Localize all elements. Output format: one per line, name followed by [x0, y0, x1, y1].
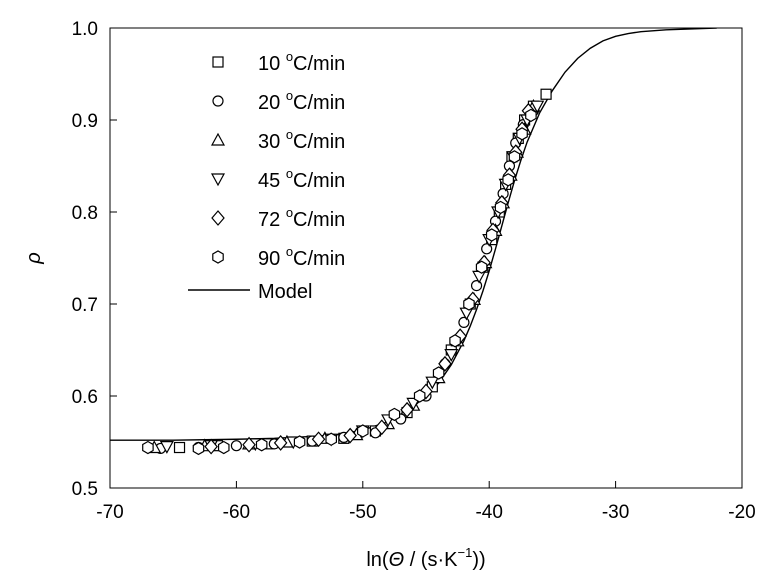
- data-point: [192, 441, 205, 456]
- data-point: [255, 438, 268, 452]
- data-point: [357, 424, 369, 438]
- x-tick-label: -30: [602, 502, 629, 523]
- legend-entry-10: 10 oC/min: [258, 49, 345, 75]
- data-point: [444, 349, 459, 362]
- legend-entry-20: 20 oC/min: [258, 88, 345, 114]
- data-point: [413, 389, 426, 403]
- data-point: [293, 435, 306, 449]
- y-tick-label: 0.9: [72, 111, 98, 132]
- legend-marker-20: [212, 95, 224, 107]
- data-point: [230, 440, 242, 452]
- series-72: [204, 102, 536, 455]
- data-point: [311, 431, 326, 448]
- data-point: [470, 280, 483, 292]
- data-point: [425, 376, 440, 390]
- legend-entry-90: 90 oC/min: [258, 244, 345, 270]
- data-point: [173, 441, 186, 454]
- legend-marker-72: [211, 210, 225, 226]
- plot-area: [109, 27, 743, 489]
- data-point: [481, 243, 493, 255]
- data-point: [204, 438, 218, 455]
- legend-entry-72: 72 oC/min: [258, 205, 345, 231]
- model-curve: [110, 28, 717, 441]
- legend: 10 oC/min 20 oC/min 30 oC/min 45 oC/min 72 o…: [188, 49, 345, 303]
- x-tick-label: -20: [728, 502, 755, 523]
- data-point: [273, 434, 288, 451]
- data-point: [406, 397, 421, 411]
- y-tick-label: 0.5: [72, 479, 98, 500]
- data-point: [438, 355, 452, 372]
- axis-tick-labels: -70 -60 -50 -40 -30 -20 0.5 0.6 0.7 0.8 0.9 1.0: [72, 19, 756, 523]
- legend-marker-90: [212, 250, 224, 264]
- legend-marker-45: [210, 173, 226, 187]
- data-point: [142, 440, 154, 455]
- data-point: [485, 228, 498, 242]
- series-10: [173, 88, 552, 454]
- y-axis-title: ρ: [23, 252, 45, 264]
- data-point: [516, 127, 528, 141]
- data-point: [400, 401, 414, 418]
- data-point: [432, 366, 445, 380]
- x-tick-label: -60: [223, 502, 250, 523]
- legend-entry-30: 30 oC/min: [258, 127, 345, 153]
- data-point: [494, 200, 507, 215]
- data-point: [343, 427, 357, 444]
- x-axis-title: ln(Θ / (s·K−1)): [366, 545, 485, 571]
- axis-ticks: [109, 27, 743, 489]
- data-point: [374, 419, 389, 436]
- data-point: [325, 432, 337, 446]
- data-point: [525, 108, 537, 123]
- data-point: [449, 334, 461, 348]
- legend-entry-45: 45 oC/min: [258, 166, 345, 192]
- data-point: [463, 297, 475, 311]
- x-tick-label: -40: [475, 502, 502, 523]
- series-90: [142, 108, 537, 456]
- series-45: [159, 100, 545, 454]
- data-point: [159, 441, 174, 454]
- data-points: [142, 88, 552, 456]
- data-point: [475, 260, 488, 274]
- model-layer: [110, 28, 717, 441]
- y-tick-label: 0.7: [72, 295, 98, 316]
- data-point: [217, 440, 230, 455]
- y-tick-label: 0.6: [72, 387, 98, 408]
- legend-entry-model: Model: [258, 281, 312, 303]
- data-point: [530, 100, 545, 114]
- legend-marker-30: [210, 132, 226, 146]
- data-point: [508, 150, 521, 164]
- data-point: [388, 407, 401, 422]
- data-point: [502, 173, 514, 187]
- data-point: [458, 316, 470, 328]
- x-tick-label: -50: [349, 502, 376, 523]
- y-tick-label: 0.8: [72, 203, 98, 224]
- data-point: [242, 436, 256, 453]
- y-tick-label: 1.0: [72, 19, 98, 40]
- legend-marker-10: [212, 56, 224, 68]
- data-point: [540, 88, 552, 100]
- x-tick-label: -70: [96, 502, 123, 523]
